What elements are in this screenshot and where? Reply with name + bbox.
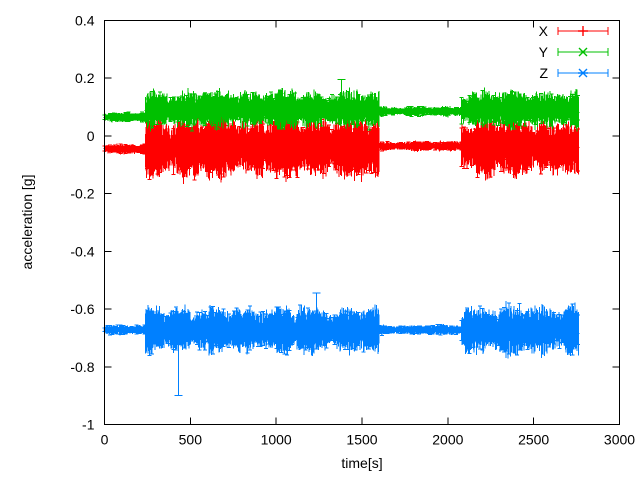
legend-marker-cross [578, 47, 588, 57]
legend: XYZ [539, 23, 609, 81]
legend-label-x: X [539, 23, 549, 39]
y-axis-ticks: 0.4 0.2 0 -0.2 -0.4 -0.6 -0.8 -1 [70, 13, 620, 433]
legend-label-y: Y [539, 44, 549, 60]
y-tick-label: -0.4 [70, 243, 94, 259]
x-axis-ticks: 0 500 1000 1500 2000 2500 3000 [101, 20, 635, 448]
x-tick-label: 2000 [432, 432, 463, 448]
y-tick-label: -0.2 [70, 186, 94, 202]
x-tick-label: 500 [179, 432, 203, 448]
y-axis-title: acceleration [g] [19, 175, 35, 270]
y-tick-label: -0.6 [70, 301, 94, 317]
x-tick-label: 3000 [604, 432, 635, 448]
legend-label-z: Z [539, 65, 548, 81]
x-tick-label: 1500 [346, 432, 377, 448]
x-tick-label: 2500 [518, 432, 549, 448]
y-tick-label: -0.8 [70, 359, 94, 375]
legend-marker-plus [578, 26, 588, 36]
y-tick-label: 0.2 [75, 70, 95, 86]
x-tick-label: 0 [101, 432, 109, 448]
x-tick-label: 1000 [261, 432, 292, 448]
y-tick-label: 0 [87, 128, 95, 144]
y-tick-label: 0.4 [75, 13, 95, 29]
y-tick-label: -1 [82, 417, 95, 433]
x-axis-title: time[s] [341, 455, 382, 471]
legend-marker-asterisk [578, 68, 588, 78]
